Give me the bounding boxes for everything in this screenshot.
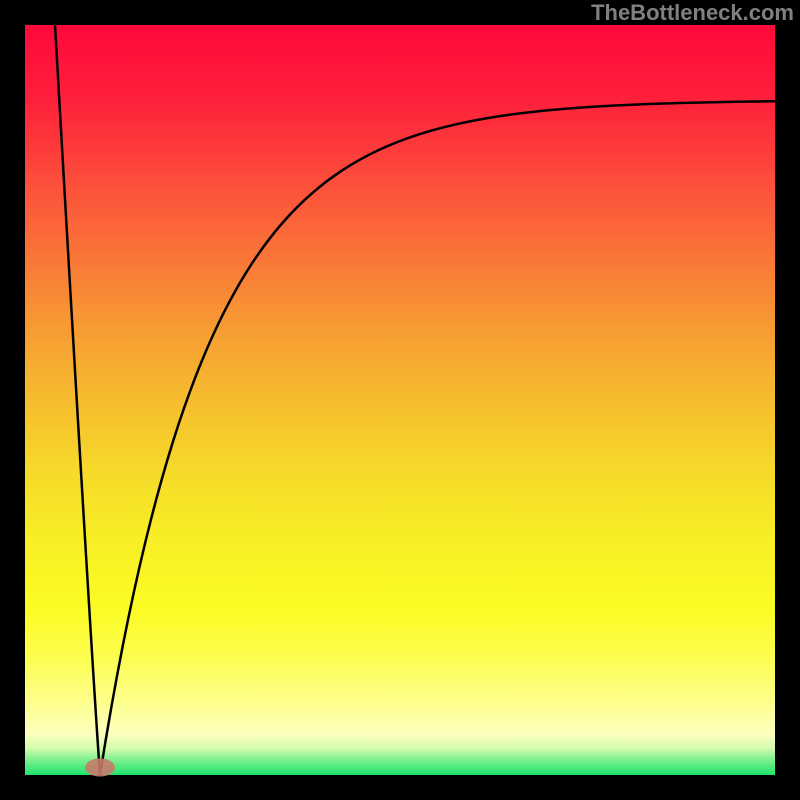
- minimum-marker: [85, 759, 115, 777]
- chart-container: TheBottleneck.com: [0, 0, 800, 800]
- bottleneck-chart: [0, 0, 800, 800]
- watermark-text: TheBottleneck.com: [591, 0, 794, 26]
- chart-plot-area: [25, 25, 775, 775]
